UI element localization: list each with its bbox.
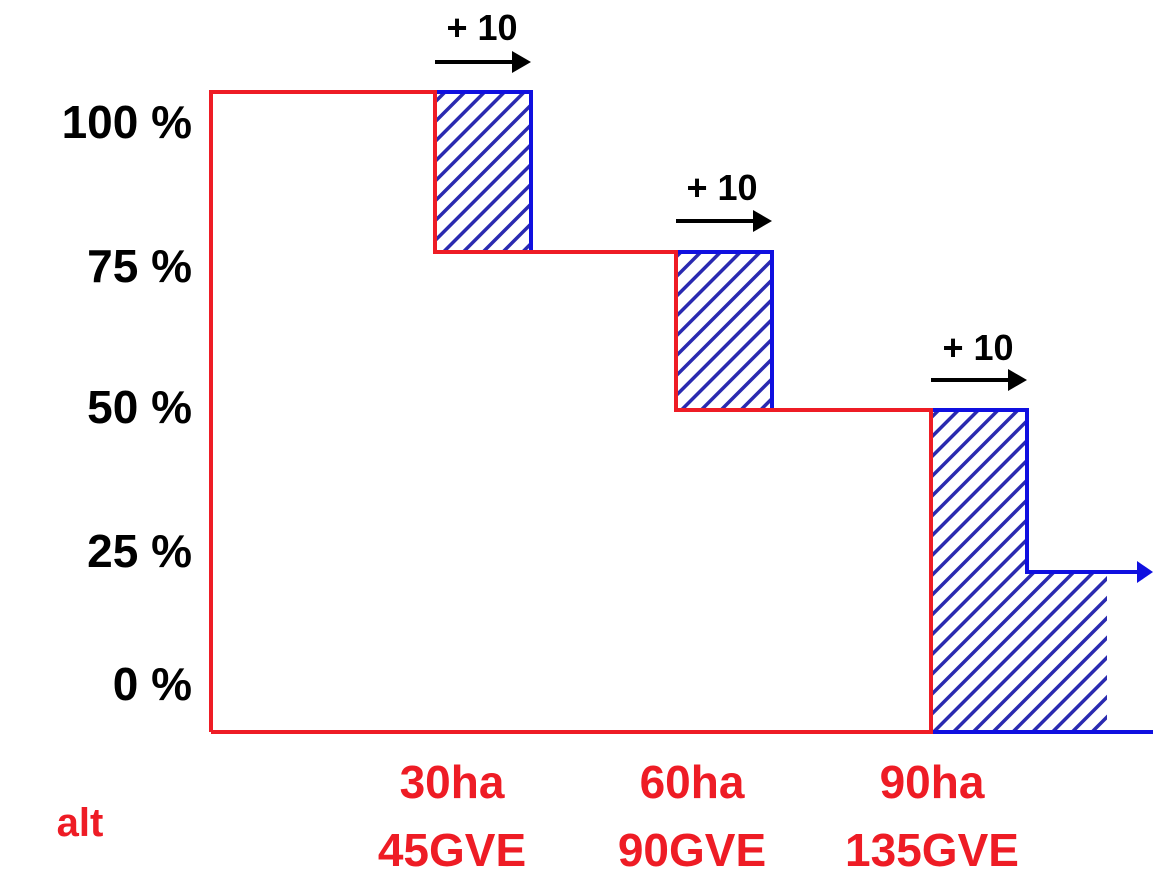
hatch-step-3 (931, 410, 1107, 732)
x-label-livestock-3: 135GVE (845, 824, 1019, 875)
y-label-100: 100 % (62, 96, 192, 148)
x-label-livestock-2: 90GVE (618, 824, 766, 875)
x-axis-labels: 30ha 45GVE 60ha 90GVE 90ha 135GVE (378, 756, 1019, 875)
shift-note-2: + 10 (676, 167, 772, 232)
y-label-50: 50 % (87, 381, 192, 433)
hatch-step-2 (676, 252, 772, 410)
new-line-arrowhead (1137, 561, 1153, 583)
new-line-step-1 (435, 90, 533, 252)
new-line-step-3 (931, 408, 1142, 574)
shift-note-3: + 10 (931, 327, 1027, 391)
y-label-25: 25 % (87, 525, 192, 577)
x-label-area-3: 90ha (880, 756, 985, 808)
x-label-area-2: 60ha (640, 756, 745, 808)
y-label-75: 75 % (87, 240, 192, 292)
shift-note-1: + 10 (435, 7, 531, 73)
y-axis-labels: 100 % 75 % 50 % 25 % 0 % (62, 96, 192, 710)
new-step-line (435, 90, 1153, 734)
hatched-gain-areas (435, 92, 1107, 732)
y-label-0: 0 % (113, 658, 192, 710)
shift-note-text-2: + 10 (686, 167, 757, 208)
shift-arrowhead-2 (753, 210, 772, 232)
x-label-area-1: 30ha (400, 756, 505, 808)
legend-old-label: alt (57, 801, 104, 845)
shift-arrowhead-1 (512, 51, 531, 73)
shift-note-text-3: + 10 (942, 327, 1013, 368)
shift-note-text-1: + 10 (446, 7, 517, 48)
new-line-step-2 (676, 250, 774, 410)
x-label-livestock-1: 45GVE (378, 824, 526, 875)
hatch-step-1 (435, 92, 531, 252)
shift-arrowhead-3 (1008, 369, 1027, 391)
old-step-line (209, 90, 933, 734)
